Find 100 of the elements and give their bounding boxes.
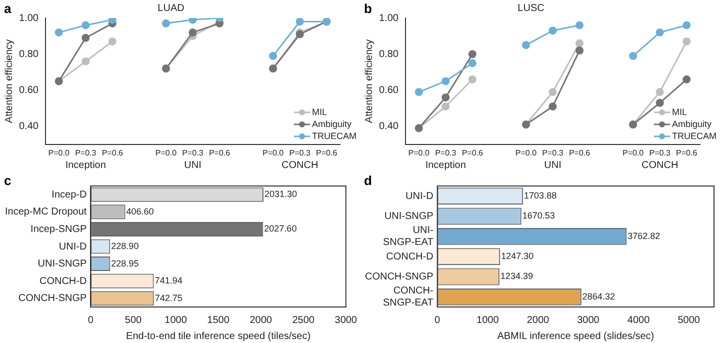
point [82, 21, 90, 30]
y-tick-label: CONCH-SNGP [364, 272, 434, 282]
point [656, 88, 664, 96]
data-label: 1703.88 [524, 190, 557, 201]
y-tick-label: UNI-SNGP [38, 258, 88, 270]
legend-label: MIL [672, 106, 688, 117]
x-tick-label: P=0.0 [262, 148, 284, 158]
point [442, 93, 450, 102]
data-label: 2031.30 [264, 189, 298, 200]
y-tick-label: 0.60 [18, 84, 39, 96]
text: a [4, 1, 12, 16]
point [656, 28, 664, 36]
x-tick-label: P=0.0 [408, 148, 430, 158]
legend-label: TRUECAM [312, 130, 356, 141]
x-tick-label: P=0.0 [622, 148, 644, 158]
data-label: 742.75 [154, 292, 182, 303]
y-tick-label: 1.00 [378, 12, 399, 24]
y-tick-label: CONCH-D [386, 251, 434, 262]
y-tick-label: CONCH-SNGP-EAT [382, 286, 434, 309]
x-tick-label: P=0.3 [289, 148, 311, 158]
text: Inception [65, 160, 106, 171]
point [54, 28, 63, 36]
x-tick-label: P=0.6 [462, 148, 484, 158]
point [188, 28, 197, 36]
x-tick-label: 500 [124, 314, 142, 326]
data-label: 228.90 [111, 240, 139, 251]
data-label: 2027.60 [264, 224, 297, 234]
point [82, 57, 90, 66]
y-tick-label: CONCH-SNGP [18, 293, 88, 304]
y-tick-label: UNI-SNGP [384, 211, 434, 222]
text: CONCH [282, 160, 318, 171]
point [576, 39, 584, 48]
x-tick-label: 1500 [207, 314, 230, 326]
x-axis-title: End-to-end tile inference speed (tiles/sec) [126, 330, 311, 342]
x-tick-label: 1000 [164, 314, 188, 326]
data-label: 406.60 [126, 206, 154, 216]
x-tick-label: P=0.6 [568, 148, 591, 158]
chart-title: LUSC [518, 2, 544, 14]
point [414, 88, 423, 96]
point [629, 52, 638, 60]
y-axis-title: Attention efficiency [4, 39, 15, 124]
x-tick-label: P=0.3 [435, 148, 457, 158]
legend-label: MIL [312, 106, 328, 117]
y-tick-label: 0.60 [378, 84, 399, 96]
y-tick-label: 0.40 [378, 121, 399, 132]
y-tick-label: Incep-D [52, 189, 87, 200]
text: d [364, 173, 372, 188]
text: CONCH [642, 160, 678, 171]
x-tick-label: P=0.0 [48, 148, 70, 158]
y-tick-label: Incep-MC Dropout [4, 206, 87, 218]
y-tick-label: CONCH-D [39, 276, 87, 287]
x-tick-label: 4000 [627, 314, 650, 326]
point [108, 37, 116, 46]
x-tick-label: P=0.3 [649, 148, 671, 158]
point [269, 52, 278, 60]
text: b [364, 1, 372, 16]
x-tick-label: 3000 [577, 314, 600, 326]
data-label: 1247.30 [501, 251, 534, 262]
x-tick-label: 2000 [526, 314, 550, 326]
x-tick-label: 5000 [678, 314, 700, 326]
text: Inception [425, 160, 466, 171]
point [682, 75, 691, 84]
text: UNI [544, 160, 562, 171]
point [548, 26, 557, 35]
x-tick-label: P=0.6 [316, 148, 338, 158]
point [468, 59, 476, 68]
y-tick-label: UNI-SNGP-EAT [382, 225, 434, 248]
data-label: 741.94 [154, 276, 182, 286]
y-tick-label: 0.80 [378, 48, 399, 60]
point [522, 41, 530, 50]
y-tick-label: Incep-SNGP [30, 224, 88, 235]
text: UNI [184, 160, 202, 171]
data-label: 1670.53 [522, 210, 555, 221]
x-tick-label: P=0.3 [182, 148, 204, 158]
point [576, 21, 584, 30]
point [548, 88, 557, 96]
x-tick-label: P=0.3 [75, 148, 97, 158]
point [468, 75, 476, 84]
x-axis-title: ABMIL inference speed (slides/sec) [497, 330, 654, 342]
legend-label: Ambiguity [672, 118, 712, 129]
x-tick-label: 3000 [334, 314, 358, 326]
y-tick-label: 1.00 [18, 12, 39, 24]
data-label: 2864.32 [582, 291, 615, 302]
y-tick-label: 0.40 [18, 121, 39, 132]
point [468, 50, 476, 58]
point [82, 34, 90, 42]
data-label: 3762.82 [628, 230, 660, 241]
x-tick-label: P=0.6 [208, 148, 231, 158]
point [548, 102, 557, 110]
x-tick-label: 0 [88, 314, 94, 326]
data-label: 1234.39 [500, 271, 533, 282]
chart-title: LUAD [158, 2, 184, 14]
y-tick-label: UNI-D [406, 190, 434, 202]
point [656, 98, 664, 107]
point [442, 102, 450, 110]
x-tick-label: P=0.0 [515, 148, 538, 158]
point [682, 21, 691, 30]
point [682, 37, 691, 46]
legend-label: Ambiguity [312, 118, 352, 129]
data-label: 228.95 [111, 258, 139, 268]
